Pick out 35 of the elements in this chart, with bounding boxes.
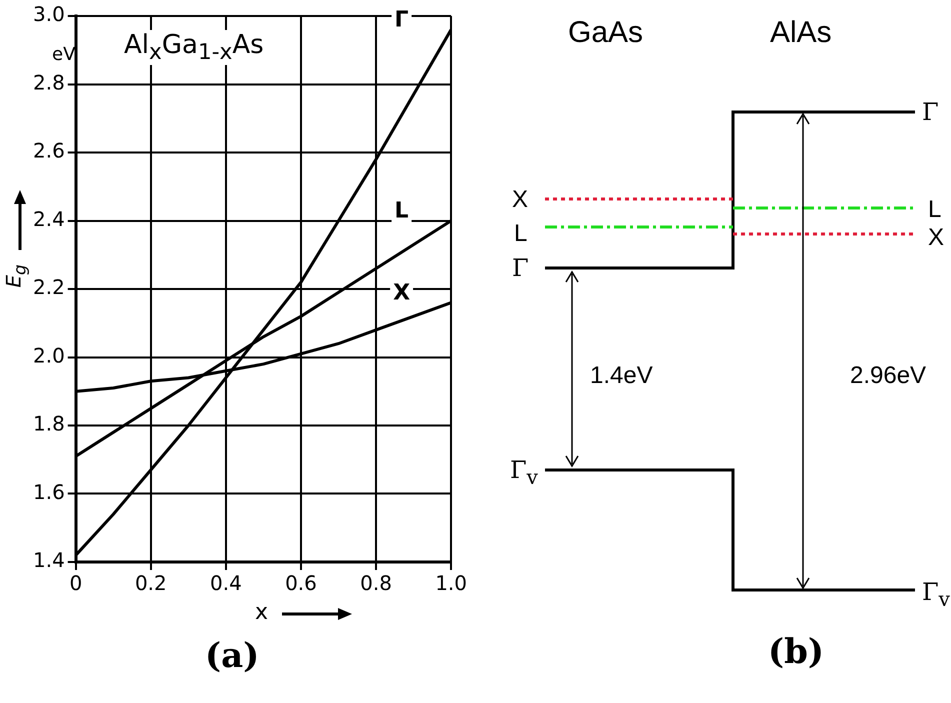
series-label: L — [394, 198, 409, 224]
text: eV — [52, 44, 76, 65]
text: Al$_{x}$Ga$_{1-x}$As — [120, 30, 268, 66]
text: (a) — [205, 636, 260, 676]
x-tick-label: 0.8 — [360, 571, 392, 596]
x-tick-label: 0.4 — [210, 571, 242, 596]
text: Γ — [512, 254, 529, 282]
text: Γ$_{v}$ — [922, 578, 950, 611]
text: L — [928, 196, 942, 224]
x-tick-label: 0.2 — [134, 571, 167, 596]
text: Γ$_{v}$ — [510, 456, 538, 489]
text: (b) — [768, 632, 824, 672]
y-tick-label: 2.2 — [32, 275, 65, 300]
y-tick-label: 2.8 — [32, 70, 65, 94]
x-tick-label: 1.0 — [435, 571, 468, 596]
x-tick-label: 0 — [69, 571, 82, 596]
text: L — [514, 220, 528, 248]
text: Γ — [922, 98, 939, 126]
y-tick-label: 2.0 — [32, 343, 65, 368]
y-tick-label: 1.8 — [32, 412, 65, 436]
y-tick-label: 2.4 — [32, 206, 65, 231]
y-tick-label: 1.4 — [32, 548, 65, 572]
text: X — [928, 224, 944, 252]
y-tick-label: 3.0 — [32, 2, 65, 26]
y-tick-label: 1.6 — [32, 480, 65, 504]
x-axis-title: x — [255, 600, 268, 625]
series-label: X — [393, 280, 410, 306]
text: 2.96eV — [850, 362, 926, 390]
text: 1.4eV — [590, 362, 653, 390]
text: X — [512, 186, 528, 214]
y-tick-label: 2.6 — [32, 138, 65, 163]
series-label: Γ — [394, 7, 409, 32]
text: GaAs — [568, 16, 644, 50]
x-tick-label: 0.6 — [285, 571, 317, 596]
text: AlAs — [770, 16, 832, 50]
